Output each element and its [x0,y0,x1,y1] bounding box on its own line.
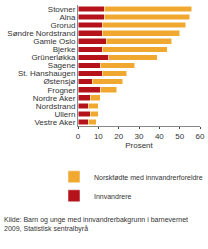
svg-text:60: 60 [196,132,205,141]
svg-text:Alna: Alna [59,13,76,22]
svg-text:Grorud: Grorud [50,21,75,30]
svg-text:Søndre Nordstrand: Søndre Nordstrand [7,29,75,38]
svg-text:Gamle Oslo: Gamle Oslo [33,37,76,46]
svg-text:Østensjø: Østensjø [43,77,75,86]
svg-text:10: 10 [94,132,103,141]
svg-text:Nordstrand: Nordstrand [36,102,76,111]
svg-text:Frogner: Frogner [47,86,75,95]
svg-text:Prosent: Prosent [125,141,153,150]
svg-text:20: 20 [114,132,123,141]
svg-text:40: 40 [155,132,164,141]
svg-text:30: 30 [135,132,144,141]
svg-text:Ullern: Ullern [54,110,75,119]
svg-text:Grünerløkka: Grünerløkka [31,53,76,62]
svg-text:Nordre Aker: Nordre Aker [33,94,76,103]
svg-text:Innvandrere: Innvandrere [94,193,131,200]
html-text:Kilde: Barn og unge med innvan: Kilde: Barn og unge med innvandrerbakgru… [4,216,189,232]
svg-text:50: 50 [175,132,184,141]
svg-text:St. Hanshaugen: St. Hanshaugen [18,69,75,78]
svg-text:Norskfødte med innvandrerforel: Norskfødte med innvandrerforeldre [94,174,203,181]
svg-text:Stovner: Stovner [48,5,76,14]
svg-text:Bjerke: Bjerke [53,45,76,54]
svg-text:Sagene: Sagene [48,61,76,70]
svg-text:Vestre Aker: Vestre Aker [34,118,75,127]
svg-text:0: 0 [76,132,81,141]
